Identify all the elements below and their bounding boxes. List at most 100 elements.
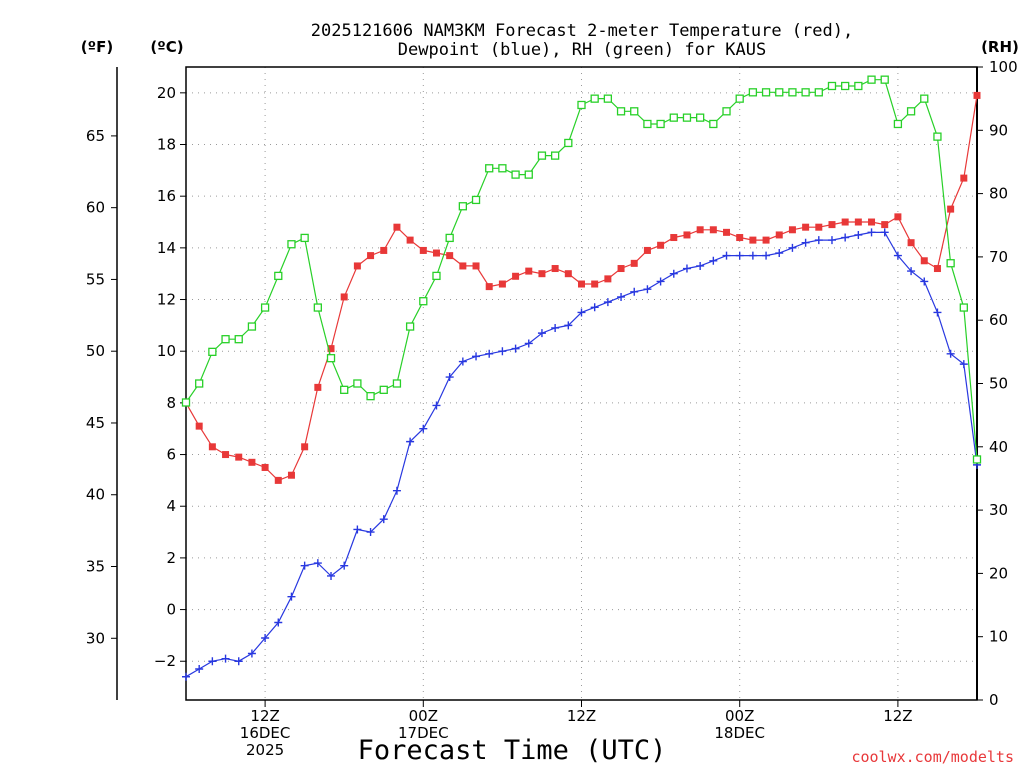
- celsius-tick-label: 10: [157, 342, 176, 360]
- rh-point: [498, 164, 507, 173]
- temperature-point: [815, 223, 823, 231]
- rh-point: [485, 164, 494, 173]
- rh-point: [419, 297, 428, 306]
- dewpoint-point: [498, 347, 507, 356]
- temperature-point: [472, 262, 480, 270]
- temperature-point: [340, 293, 348, 301]
- rh-point: [643, 119, 652, 129]
- rh-tick-label: 90: [989, 121, 1008, 139]
- rh-point: [867, 75, 876, 84]
- dewpoint-point: [854, 230, 863, 239]
- temperature-point: [762, 236, 770, 244]
- series-filled-square-group: [182, 91, 981, 484]
- temperature-point: [788, 226, 796, 234]
- celsius-tick-label: 12: [157, 291, 176, 309]
- dewpoint-point: [287, 592, 296, 601]
- temperature-point: [274, 476, 282, 484]
- temperature-point: [881, 221, 889, 229]
- dewpoint-point: [353, 525, 362, 534]
- rh-point: [353, 379, 362, 388]
- temperature-point: [749, 236, 757, 244]
- dewpoint-point: [458, 357, 467, 366]
- fahrenheit-tick-label: 55: [86, 270, 105, 288]
- temperature-point: [683, 231, 691, 239]
- dewpoint-point: [788, 243, 797, 252]
- dewpoint-point: [801, 238, 810, 247]
- rh-point: [656, 119, 665, 129]
- temperature-point: [208, 443, 216, 451]
- temperature-point: [287, 471, 295, 479]
- temperature-point: [419, 246, 427, 254]
- dewpoint-point: [643, 285, 652, 294]
- dewpoint-point: [722, 251, 731, 260]
- rh-point: [775, 88, 784, 97]
- rh-point: [260, 303, 270, 312]
- x-tick-label: 18DEC: [714, 724, 765, 742]
- rh-tick-label: 80: [989, 185, 1008, 203]
- rh-point: [564, 138, 573, 148]
- rh-point: [603, 94, 613, 103]
- credit-text: coolwx.com/modelts: [851, 748, 1014, 766]
- celsius-tick-label: 18: [157, 136, 176, 154]
- x-axis-label: Forecast Time (UTC): [358, 735, 667, 766]
- rh-point: [458, 202, 468, 211]
- x-tick-label: 12Z: [883, 707, 912, 725]
- rh-point: [854, 81, 863, 91]
- dewpoint-point: [472, 352, 481, 361]
- dewpoint-point: [748, 251, 757, 260]
- series-open-square-group: [181, 75, 982, 464]
- rh-tick-label: 40: [989, 438, 1008, 456]
- x-tick-label: 2025: [246, 741, 284, 759]
- rh-point: [590, 94, 599, 103]
- temperature-point: [498, 280, 506, 288]
- rh-point: [827, 81, 837, 91]
- chart-title-line-1: 2025121606 NAM3KM Forecast 2-meter Tempe…: [311, 21, 853, 41]
- temperature-point: [907, 239, 915, 247]
- dewpoint-point: [300, 561, 309, 570]
- temperature-point: [485, 283, 493, 291]
- rh-point: [735, 94, 744, 103]
- rh-point: [432, 271, 441, 281]
- rh-point: [181, 398, 191, 407]
- x-tick-label: 12Z: [250, 707, 279, 725]
- celsius-tick-label: 16: [157, 187, 176, 205]
- dewpoint-point: [432, 401, 441, 410]
- x-tick-label: 16DEC: [240, 724, 291, 742]
- dewpoint-point: [775, 249, 784, 258]
- temperature-point: [960, 174, 968, 182]
- temperature-point: [222, 451, 230, 459]
- temperature-point: [301, 443, 309, 451]
- dewpoint-point: [182, 672, 190, 681]
- dewpoint-point: [656, 277, 665, 286]
- rh-point: [221, 335, 230, 344]
- temperature-point: [657, 241, 665, 249]
- temperature-point: [828, 221, 836, 229]
- dewpoint-point: [577, 308, 586, 317]
- rh-point: [630, 107, 639, 116]
- rh-point: [471, 195, 481, 205]
- dewpoint-point: [445, 373, 454, 382]
- series-line: [185, 95, 978, 482]
- x-tick-label: 12Z: [567, 707, 596, 725]
- rh-point: [669, 113, 678, 122]
- rh-point: [880, 75, 889, 84]
- celsius-tick-label: 8: [166, 394, 176, 412]
- dewpoint-point: [340, 561, 349, 570]
- temperature-point: [723, 228, 731, 236]
- temperature-point: [709, 226, 717, 234]
- temperature-point: [538, 270, 546, 278]
- rh-point: [709, 119, 718, 129]
- dewpoint-point: [366, 528, 375, 537]
- dewpoint-point: [669, 269, 678, 278]
- rh-tick-label: 50: [989, 375, 1008, 393]
- temperature-point: [894, 213, 902, 221]
- rh-point: [788, 88, 797, 97]
- temperature-point: [195, 422, 203, 430]
- dewpoint-point: [735, 251, 744, 260]
- rh-point: [300, 233, 309, 243]
- fahrenheit-tick-label: 60: [86, 199, 105, 217]
- dewpoint-point: [406, 437, 415, 446]
- temperature-point: [973, 91, 981, 99]
- rh-point: [946, 259, 955, 268]
- celsius-tick-label: 2: [166, 549, 176, 567]
